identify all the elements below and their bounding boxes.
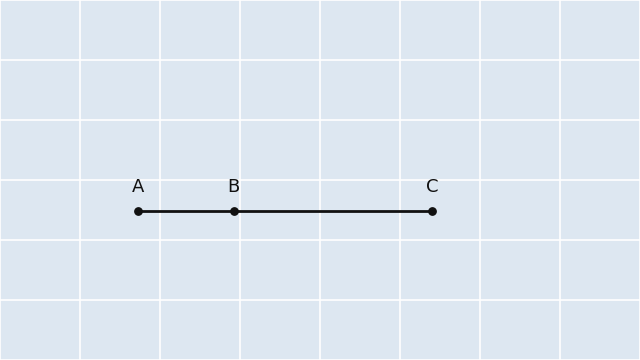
Text: B: B	[227, 178, 240, 196]
Text: C: C	[426, 178, 438, 196]
Point	[427, 208, 437, 213]
Point	[132, 208, 143, 213]
Point	[228, 208, 239, 213]
Text: A: A	[131, 178, 144, 196]
